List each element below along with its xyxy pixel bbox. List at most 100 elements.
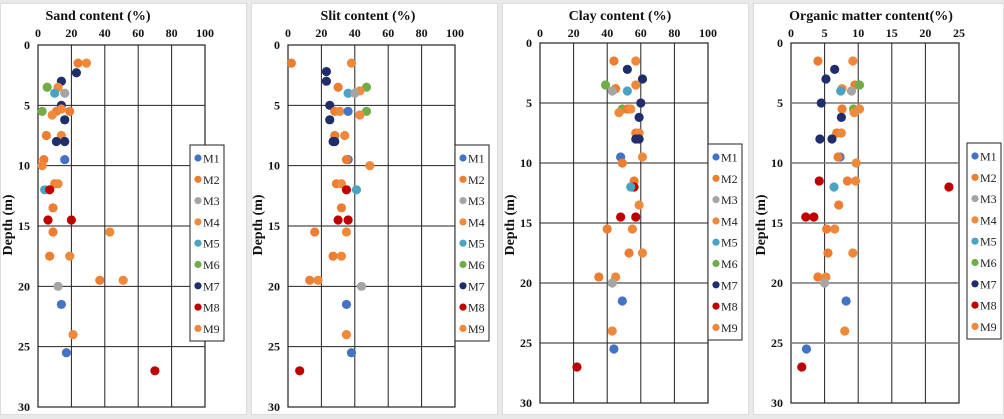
x-tick-label: 80: [668, 26, 680, 40]
y-tick-label: 5: [24, 98, 30, 112]
data-point-m5: [626, 182, 636, 192]
data-point-m9: [851, 158, 861, 168]
data-point-m7: [325, 100, 335, 110]
x-tick-label: 20: [568, 26, 580, 40]
data-point-m9: [118, 275, 128, 285]
data-point-m9: [627, 224, 638, 234]
y-tick-label: 20: [268, 279, 280, 293]
data-point-m8: [43, 215, 53, 225]
y-tick-label: 15: [520, 216, 532, 230]
data-point-m2: [305, 275, 315, 285]
data-point-m9: [631, 56, 641, 66]
legend-label: M2: [468, 173, 485, 187]
legend-marker-m2: [459, 175, 467, 183]
legend-marker-m2: [194, 175, 202, 183]
data-point-m9: [607, 326, 617, 336]
data-point-m9: [840, 326, 850, 336]
data-point-m5: [836, 86, 846, 96]
data-point-m1: [56, 299, 66, 310]
y-tick-label: 15: [771, 216, 783, 230]
legend-label: M7: [980, 277, 997, 291]
x-tick-label: 0: [537, 26, 543, 40]
legend-label: M1: [203, 152, 220, 166]
x-tick-label: 40: [601, 26, 613, 40]
data-point-m4: [634, 200, 644, 210]
x-tick-label: 60: [132, 26, 144, 40]
data-point-m5: [351, 185, 362, 195]
legend-label: M7: [203, 279, 220, 293]
y-tick-label: 30: [268, 400, 280, 414]
legend-marker-m4: [194, 218, 202, 226]
legend-marker-m5: [712, 238, 720, 246]
data-point-m9: [637, 152, 648, 162]
data-point-m8: [814, 176, 824, 186]
data-point-m7: [830, 64, 840, 74]
legend-label: M6: [203, 258, 220, 272]
legend-label: M2: [721, 172, 738, 186]
legend-label: M6: [980, 256, 997, 270]
x-tick-label: 0: [285, 26, 291, 40]
data-point-m6: [854, 80, 865, 90]
y-tick-label: 10: [771, 156, 783, 170]
data-point-m4: [355, 110, 365, 120]
legend-marker-m1: [459, 154, 467, 162]
data-point-m9: [850, 176, 861, 186]
y-axis-label: Depth (m): [1, 194, 16, 255]
data-point-m3: [846, 86, 857, 96]
data-point-m2: [328, 251, 338, 261]
data-point-m6: [42, 82, 52, 92]
y-axis-label: Depth (m): [754, 194, 769, 255]
data-point-m7: [827, 134, 837, 144]
chart-title: Clay content (%): [569, 9, 672, 24]
data-point-m4: [849, 108, 859, 118]
legend-label: M8: [980, 299, 997, 313]
x-tick-label: 0: [788, 26, 794, 40]
x-tick-label: 20: [65, 26, 77, 40]
y-axis-label: Depth (m): [251, 194, 266, 255]
data-point-m7: [637, 74, 648, 84]
legend-label: M7: [721, 278, 738, 292]
legend-label: M5: [980, 235, 997, 249]
data-point-m7: [816, 98, 826, 108]
legend-marker-m7: [712, 281, 720, 289]
x-tick-label: 100: [196, 26, 214, 40]
data-point-m2: [609, 56, 619, 66]
chart-title: Organic matter content(%): [789, 9, 953, 24]
x-tick-label: 40: [349, 26, 361, 40]
legend-label: M5: [468, 237, 485, 251]
legend-label: M4: [980, 213, 997, 227]
data-point-m9: [836, 128, 847, 138]
data-point-m2: [45, 251, 55, 261]
data-point-m9: [56, 104, 66, 114]
data-point-m7: [60, 136, 70, 147]
y-tick-label: 30: [18, 400, 30, 414]
data-point-m1: [346, 348, 357, 358]
data-point-m8: [572, 362, 582, 372]
y-tick-label: 25: [520, 336, 532, 350]
data-point-m6: [600, 80, 611, 90]
legend-label: M2: [980, 171, 997, 185]
data-point-m2: [617, 158, 627, 168]
legend-marker-m1: [712, 153, 720, 161]
legend-label: M3: [721, 193, 738, 207]
legend-marker-m7: [459, 282, 467, 290]
y-tick-label: 10: [18, 159, 30, 173]
data-point-m7: [634, 134, 644, 144]
data-point-m3: [350, 88, 360, 98]
data-point-m2: [41, 130, 51, 141]
data-point-m9: [340, 130, 350, 141]
x-tick-label: 100: [699, 26, 717, 40]
legend-label: M4: [203, 215, 220, 229]
x-tick-label: 25: [953, 26, 965, 40]
y-tick-label: 15: [18, 219, 30, 233]
data-point-m9: [848, 248, 858, 258]
legend-marker-m8: [971, 301, 979, 309]
x-tick-label: 0: [35, 26, 41, 40]
y-tick-label: 0: [777, 36, 783, 50]
data-point-m2: [822, 224, 832, 234]
data-point-m8: [801, 212, 811, 222]
legend-label: M2: [203, 173, 220, 187]
legend-marker-m5: [971, 237, 979, 245]
y-tick-label: 10: [268, 159, 280, 173]
data-point-m2: [73, 58, 83, 68]
